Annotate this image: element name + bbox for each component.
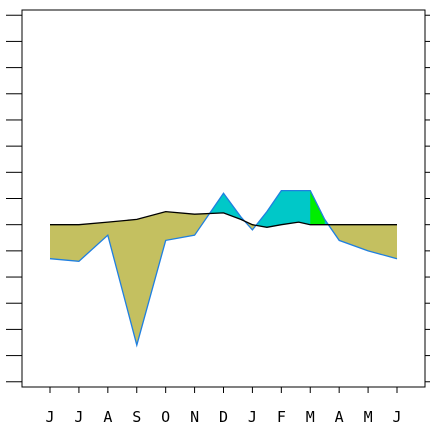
x-tick-label-9: M bbox=[306, 408, 315, 426]
x-tick-label-0: J bbox=[45, 408, 54, 426]
reference-series-line bbox=[50, 210, 397, 228]
observed-series-line bbox=[49, 189, 398, 348]
x-tick-label-5: N bbox=[190, 408, 199, 426]
anomaly-fill-1 bbox=[209, 193, 245, 222]
x-tick-label-3: S bbox=[132, 408, 141, 426]
anomaly-fill-4 bbox=[328, 224, 397, 259]
x-tick-label-7: J bbox=[248, 408, 257, 426]
anomaly-fill-0 bbox=[50, 211, 210, 346]
anomaly-fills bbox=[50, 190, 397, 346]
x-tick-label-8: F bbox=[277, 408, 286, 426]
x-tick-label-1: J bbox=[74, 408, 83, 426]
series-lines bbox=[49, 189, 398, 348]
x-tick-label-2: A bbox=[103, 408, 112, 426]
x-tick-label-6: D bbox=[219, 408, 228, 426]
x-tick-label-10: A bbox=[335, 408, 344, 426]
x-tick-label-12: J bbox=[392, 408, 401, 426]
x-tick-label-4: O bbox=[161, 408, 170, 426]
y-tick-marks bbox=[6, 14, 430, 393]
anomaly-fill-2 bbox=[244, 221, 257, 230]
x-tick-label-11: M bbox=[364, 408, 373, 426]
